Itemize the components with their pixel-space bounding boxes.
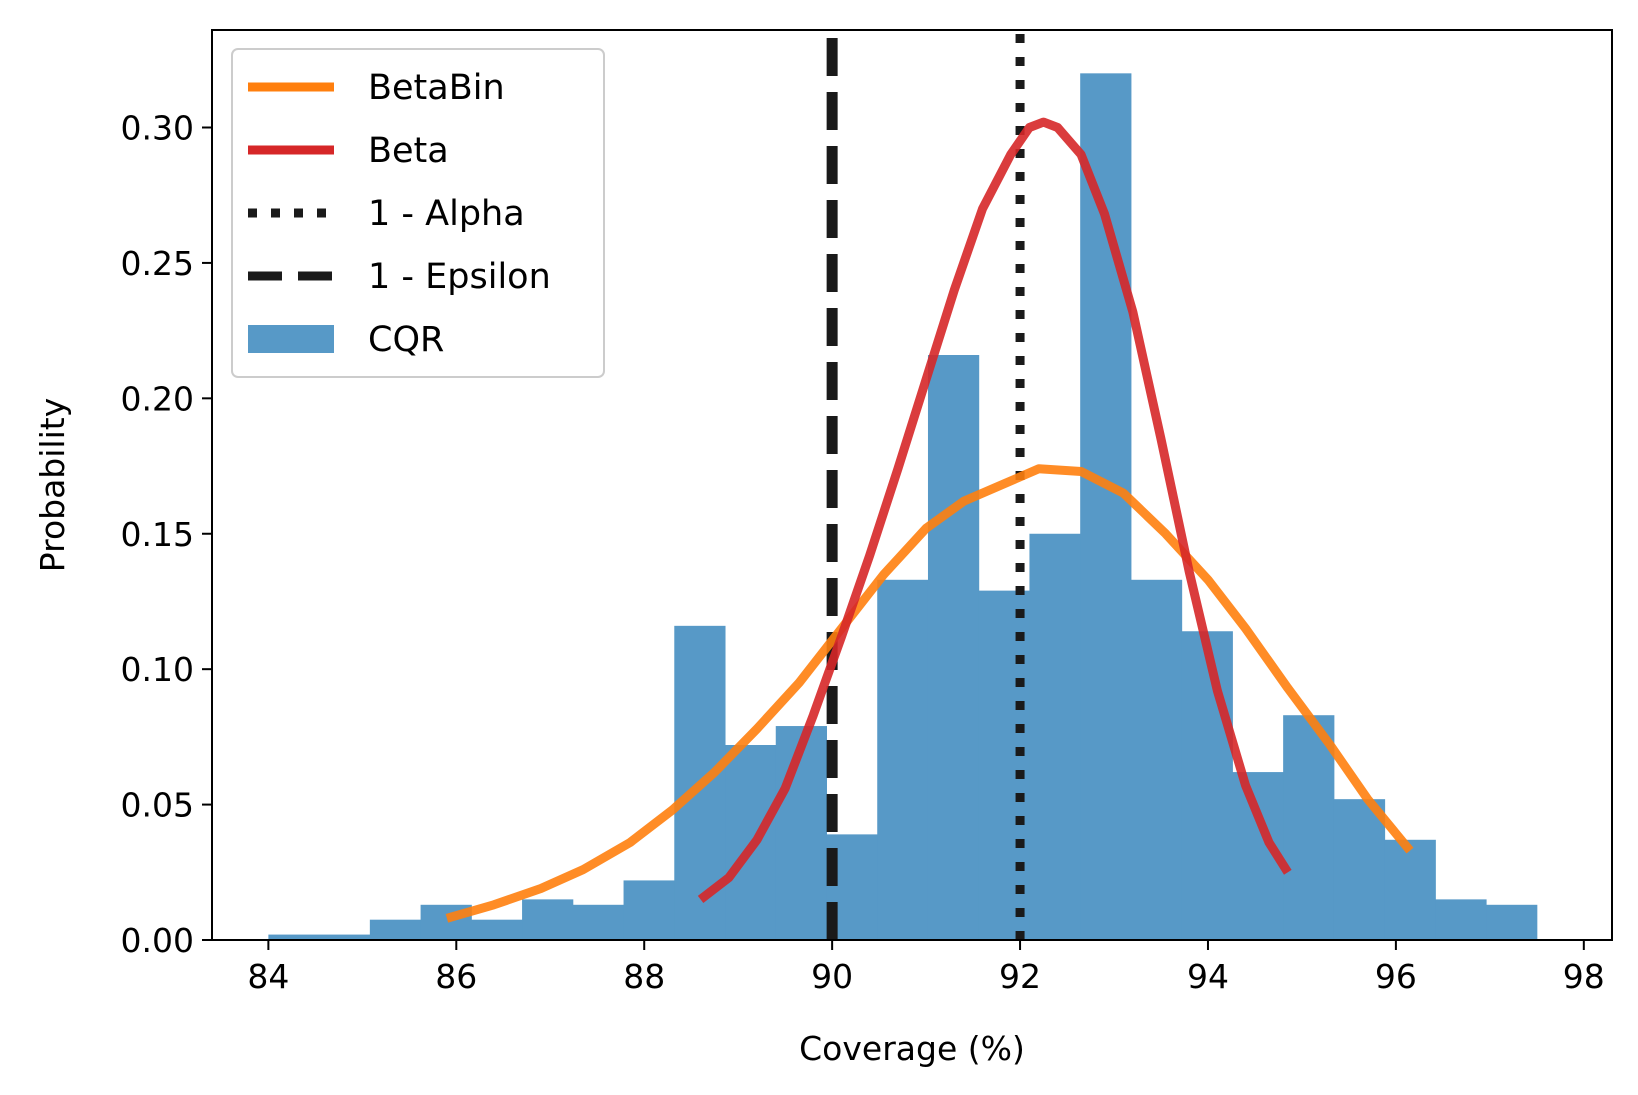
histogram-bar-0 [268,934,371,940]
x-tick-label: 92 [999,957,1041,996]
x-axis-label: Coverage (%) [799,1029,1025,1068]
histogram-bar-23 [1486,904,1538,940]
x-tick-label: 84 [247,957,289,996]
legend: BetaBin Beta 1 - Alpha 1 - Epsilon CQR [231,48,605,378]
y-tick-label: 0.25 [121,244,194,283]
histogram-bar-3 [471,919,523,940]
legend-label-1-alpha: 1 - Alpha [368,194,525,234]
x-tick-label: 94 [1187,957,1229,996]
y-tick-label: 0.20 [121,379,194,418]
histogram-bar-5 [572,904,625,940]
x-tick-label: 86 [435,957,477,996]
legend-label-betabin: BetaBin [368,68,505,108]
histogram-bar-6 [623,880,675,940]
legend-label-cqr: CQR [368,320,444,360]
histogram-bar-1 [369,919,422,940]
histogram-bar-16 [1130,579,1183,940]
axes-frame [211,29,1613,941]
histogram-bar-20 [1333,799,1386,940]
x-tick-label: 96 [1375,957,1417,996]
histogram-bar-14 [1029,533,1081,940]
histogram-bar-9 [775,726,827,940]
y-axis-label: Probability [33,398,72,572]
legend-swatch-cqr [248,325,334,353]
legend-label-beta: Beta [368,131,449,171]
legend-label-1-epsilon: 1 - Epsilon [368,257,551,297]
y-tick-label: 0.05 [121,786,194,825]
series-line-betabin [445,464,1414,923]
x-tick-label: 90 [811,957,853,996]
y-tick-label: 0.10 [121,650,194,689]
legend-box [231,48,605,378]
histogram-bar-4 [522,899,574,940]
histogram-bar-15 [1080,73,1132,941]
x-tick-label: 88 [623,957,665,996]
series-line-beta [697,117,1292,903]
histogram-bar-11 [877,579,929,940]
histogram-bar-21 [1384,839,1436,940]
histogram-bar-13 [978,590,1030,940]
x-tick-label: 98 [1563,957,1605,996]
histogram-bar-22 [1435,899,1487,940]
y-tick-label: 0.00 [121,921,194,960]
histogram-bar-17 [1181,631,1233,940]
histogram-bar-12 [927,355,980,940]
reference-lines [826,30,1025,940]
histogram-bar-19 [1283,715,1335,940]
histogram-bars [268,73,1538,941]
y-axis-ticks: 0.00 0.05 0.10 0.15 0.20 0.25 0.30 [121,109,212,960]
x-axis-ticks: 84 86 88 90 92 94 96 98 [247,940,1605,996]
y-tick-label: 0.30 [121,109,194,148]
fit-curves [445,117,1414,923]
y-tick-label: 0.15 [121,515,194,554]
